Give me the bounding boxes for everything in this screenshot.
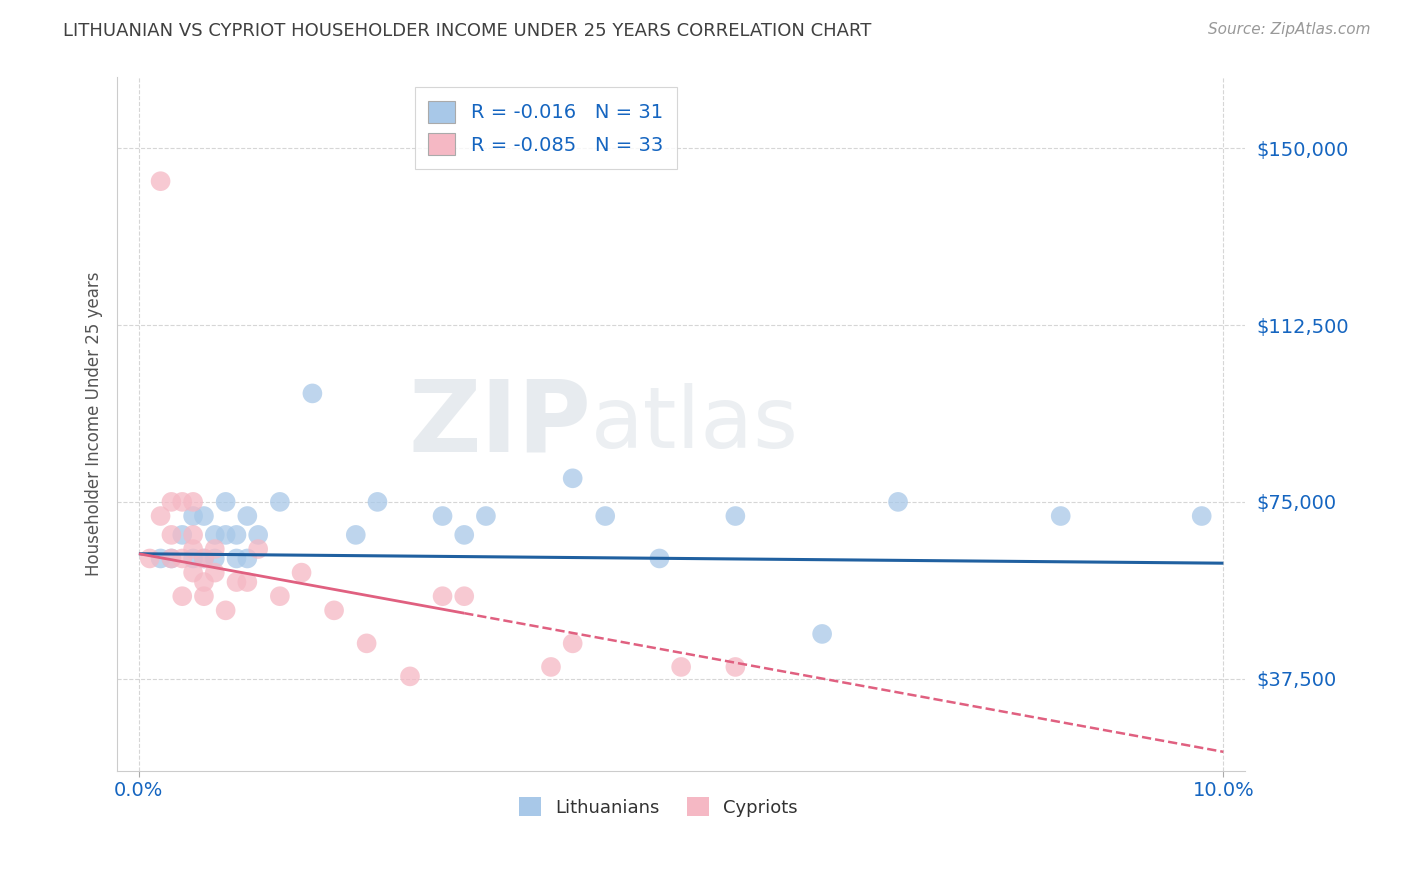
Point: [453, 528, 475, 542]
Point: [432, 589, 454, 603]
Point: [172, 589, 194, 603]
Point: [475, 509, 498, 524]
Point: [193, 551, 215, 566]
Point: [323, 603, 346, 617]
Point: [193, 589, 215, 603]
Point: [160, 528, 183, 542]
Point: [811, 627, 834, 641]
Point: [648, 551, 671, 566]
Point: [160, 551, 183, 566]
Point: [236, 509, 259, 524]
Point: [138, 551, 160, 566]
Point: [214, 495, 236, 509]
Point: [1049, 509, 1071, 524]
Point: [561, 471, 583, 485]
Point: [149, 509, 172, 524]
Point: [1191, 509, 1213, 524]
Point: [236, 575, 259, 590]
Text: ZIP: ZIP: [408, 376, 591, 473]
Point: [399, 669, 422, 683]
Point: [669, 660, 692, 674]
Point: [193, 575, 215, 590]
Point: [247, 542, 270, 557]
Point: [214, 603, 236, 617]
Point: [181, 566, 204, 580]
Legend: Lithuanians, Cypriots: Lithuanians, Cypriots: [512, 790, 806, 824]
Point: [887, 495, 910, 509]
Point: [453, 589, 475, 603]
Point: [269, 589, 291, 603]
Point: [181, 551, 204, 566]
Point: [225, 575, 247, 590]
Point: [290, 566, 312, 580]
Point: [540, 660, 562, 674]
Point: [172, 551, 194, 566]
Point: [214, 528, 236, 542]
Point: [181, 495, 204, 509]
Point: [160, 551, 183, 566]
Point: [181, 542, 204, 557]
Point: [160, 495, 183, 509]
Text: Source: ZipAtlas.com: Source: ZipAtlas.com: [1208, 22, 1371, 37]
Text: atlas: atlas: [591, 383, 799, 466]
Point: [204, 528, 226, 542]
Point: [172, 495, 194, 509]
Point: [149, 174, 172, 188]
Point: [356, 636, 378, 650]
Point: [204, 551, 226, 566]
Point: [432, 509, 454, 524]
Point: [366, 495, 388, 509]
Point: [204, 566, 226, 580]
Point: [225, 551, 247, 566]
Point: [193, 551, 215, 566]
Point: [149, 551, 172, 566]
Point: [172, 528, 194, 542]
Point: [204, 542, 226, 557]
Point: [193, 509, 215, 524]
Point: [236, 551, 259, 566]
Point: [724, 509, 747, 524]
Point: [561, 636, 583, 650]
Point: [344, 528, 367, 542]
Point: [724, 660, 747, 674]
Point: [181, 528, 204, 542]
Point: [269, 495, 291, 509]
Y-axis label: Householder Income Under 25 years: Householder Income Under 25 years: [86, 272, 103, 576]
Point: [593, 509, 616, 524]
Point: [301, 386, 323, 401]
Point: [225, 528, 247, 542]
Point: [181, 509, 204, 524]
Text: LITHUANIAN VS CYPRIOT HOUSEHOLDER INCOME UNDER 25 YEARS CORRELATION CHART: LITHUANIAN VS CYPRIOT HOUSEHOLDER INCOME…: [63, 22, 872, 40]
Point: [247, 528, 270, 542]
